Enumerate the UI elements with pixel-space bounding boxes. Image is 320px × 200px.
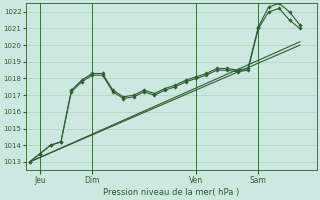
X-axis label: Pression niveau de la mer( hPa ): Pression niveau de la mer( hPa ) [103, 188, 239, 197]
